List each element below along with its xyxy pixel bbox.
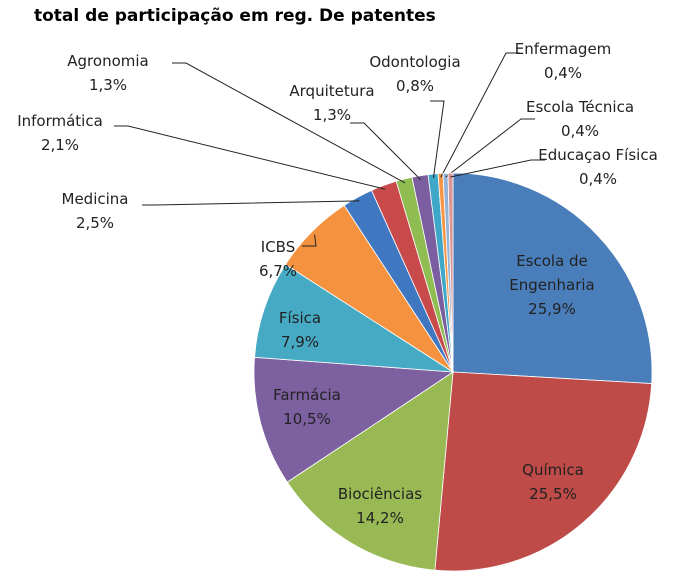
leader-line — [114, 125, 386, 190]
value-label: 6,7% — [258, 262, 298, 280]
data-label: Odontologia 0,8% — [355, 50, 475, 98]
value-label: 14,2% — [356, 509, 404, 527]
category-label: Escola Técnica — [525, 98, 635, 116]
category-label: Arquitetura — [289, 82, 375, 100]
leader-line — [142, 200, 360, 206]
data-label: Arquitetura 1,3% — [277, 79, 387, 127]
pie-slice — [254, 263, 454, 373]
category-label: Agronomia — [67, 52, 149, 70]
value-label: 25,9% — [528, 300, 576, 318]
value-label: 7,9% — [280, 333, 320, 351]
data-label: Educaçao Física 0,4% — [523, 143, 673, 191]
leader-line — [172, 62, 406, 184]
category-label: Educaçao Física — [538, 146, 658, 164]
value-label: 2,5% — [75, 214, 115, 232]
data-label: Agronomia 1,3% — [48, 49, 168, 97]
data-label: Física 7,9% — [260, 306, 340, 354]
pie-slice — [452, 172, 653, 384]
category-label: Medicina — [61, 190, 129, 208]
leader-line — [445, 118, 535, 178]
category-label: Química — [522, 461, 584, 479]
value-label: 0,8% — [395, 77, 435, 95]
value-label: 0,4% — [578, 170, 618, 188]
leader-line — [302, 234, 317, 247]
pie-slice — [434, 371, 653, 571]
value-label: 1,3% — [312, 106, 352, 124]
data-label: Enfermagem 0,4% — [503, 37, 623, 85]
leader-line — [430, 100, 445, 179]
data-label: Escola de Engenharia 25,9% — [505, 249, 600, 321]
leader-line — [450, 159, 545, 178]
category-label: Escola de Engenharia — [509, 252, 595, 294]
data-label: Informática 2,1% — [0, 109, 120, 157]
data-label: Biociências 14,2% — [325, 482, 435, 530]
value-label: 2,1% — [40, 136, 80, 154]
value-label: 1,3% — [88, 76, 128, 94]
category-label: Enfermagem — [514, 40, 612, 58]
leader-line — [440, 52, 520, 178]
category-label: Odontologia — [369, 53, 461, 71]
category-label: ICBS — [260, 238, 296, 256]
data-label: ICBS 6,7% — [248, 235, 308, 283]
value-label: 25,5% — [529, 485, 577, 503]
category-label: Farmácia — [273, 386, 341, 404]
value-label: 10,5% — [283, 410, 331, 428]
pie-slice — [253, 356, 455, 483]
category-label: Física — [278, 309, 322, 327]
value-label: 0,4% — [543, 64, 583, 82]
leader-line — [350, 122, 422, 181]
category-label: Biociências — [337, 485, 423, 503]
category-label: Informática — [17, 112, 103, 130]
data-label: Medicina 2,5% — [35, 187, 155, 235]
pie-slice — [286, 371, 454, 571]
pie-slice — [447, 172, 454, 373]
data-label: Farmácia 10,5% — [257, 383, 357, 431]
data-label: Química 25,5% — [508, 458, 598, 506]
data-label: Escola Técnica 0,4% — [515, 95, 645, 143]
value-label: 0,4% — [560, 122, 600, 140]
chart-title: total de participação em reg. De patente… — [34, 6, 436, 26]
